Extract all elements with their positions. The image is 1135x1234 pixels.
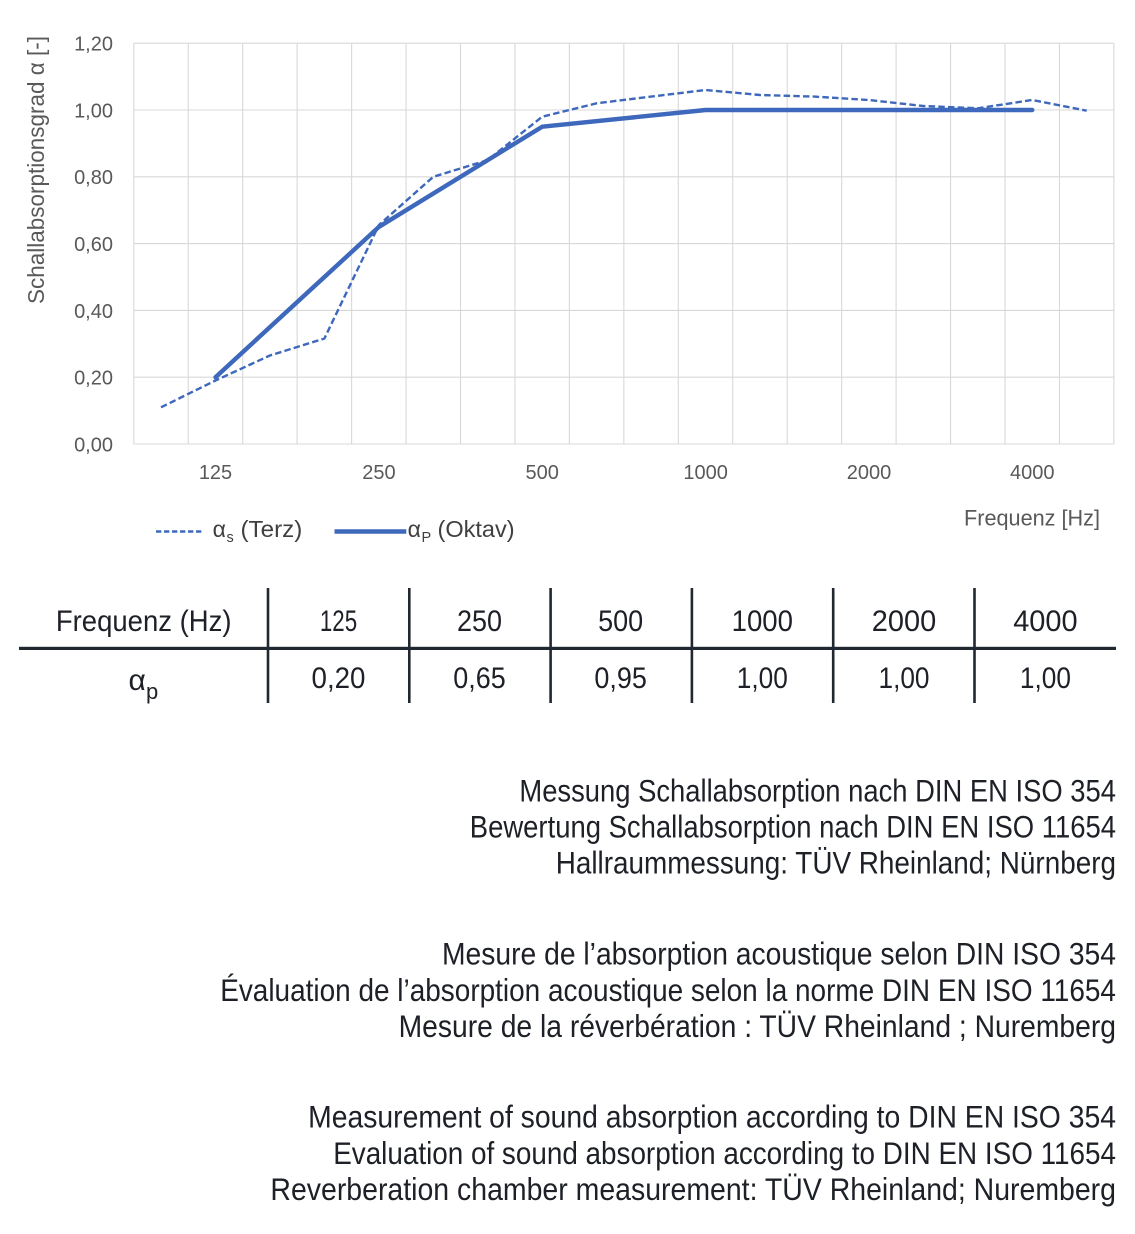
svg-text:0,20: 0,20 bbox=[74, 368, 113, 390]
svg-text:(Terz): (Terz) bbox=[241, 516, 303, 542]
svg-text:s: s bbox=[227, 530, 234, 546]
svg-text:0,80: 0,80 bbox=[74, 167, 113, 189]
svg-text:2000: 2000 bbox=[847, 462, 892, 484]
svg-text:1,00: 1,00 bbox=[737, 662, 788, 695]
svg-text:1000: 1000 bbox=[732, 605, 793, 638]
svg-text:α: α bbox=[408, 516, 421, 542]
svg-text:Mesure de la réverbération : T: Mesure de la réverbération : TÜV Rheinla… bbox=[399, 1008, 1116, 1044]
svg-text:0,20: 0,20 bbox=[312, 662, 366, 695]
svg-text:0,95: 0,95 bbox=[594, 662, 647, 695]
svg-text:Frequenz (Hz): Frequenz (Hz) bbox=[56, 605, 232, 638]
svg-text:α: α bbox=[213, 516, 226, 542]
svg-text:1,20: 1,20 bbox=[74, 34, 113, 56]
svg-text:Evaluation of sound absorption: Evaluation of sound absorption according… bbox=[333, 1135, 1116, 1171]
svg-text:1,00: 1,00 bbox=[1020, 662, 1071, 695]
svg-text:500: 500 bbox=[598, 605, 643, 638]
svg-text:0,40: 0,40 bbox=[74, 301, 113, 323]
svg-text:p: p bbox=[146, 679, 158, 704]
svg-text:P: P bbox=[422, 530, 432, 546]
svg-text:Reverberation chamber measurem: Reverberation chamber measurement: TÜV R… bbox=[270, 1171, 1116, 1207]
svg-text:500: 500 bbox=[526, 462, 559, 484]
svg-text:Mesure de l’absorption acousti: Mesure de l’absorption acoustique selon … bbox=[442, 936, 1116, 972]
svg-text:2000: 2000 bbox=[872, 605, 936, 638]
svg-text:0,65: 0,65 bbox=[453, 662, 505, 695]
svg-text:0,00: 0,00 bbox=[74, 434, 113, 456]
svg-text:4000: 4000 bbox=[1013, 605, 1077, 638]
svg-text:Hallraummessung: TÜV Rheinland: Hallraummessung: TÜV Rheinland; Nürnberg bbox=[556, 845, 1116, 881]
svg-text:Évaluation de l’absorption aco: Évaluation de l’absorption acoustique se… bbox=[220, 972, 1116, 1008]
svg-text:Messung Schallabsorption nach: Messung Schallabsorption nach DIN EN ISO… bbox=[519, 772, 1116, 808]
svg-text:1,00: 1,00 bbox=[879, 662, 930, 695]
svg-text:4000: 4000 bbox=[1010, 462, 1055, 484]
svg-text:(Oktav): (Oktav) bbox=[438, 516, 515, 542]
svg-text:1,00: 1,00 bbox=[74, 100, 113, 122]
svg-text:250: 250 bbox=[457, 605, 502, 638]
svg-text:250: 250 bbox=[362, 462, 395, 484]
svg-text:0,60: 0,60 bbox=[74, 234, 113, 256]
svg-text:1000: 1000 bbox=[683, 462, 728, 484]
svg-text:Measurement of sound absorptio: Measurement of sound absorption accordin… bbox=[308, 1099, 1116, 1135]
svg-text:Bewertung Schallabsorption nac: Bewertung Schallabsorption nach DIN EN I… bbox=[470, 809, 1116, 845]
svg-text:Schallabsorptionsgrad α [-]: Schallabsorptionsgrad α [-] bbox=[23, 36, 49, 304]
svg-text:α: α bbox=[129, 664, 146, 697]
svg-text:Frequenz [Hz]: Frequenz [Hz] bbox=[964, 506, 1100, 531]
svg-text:125: 125 bbox=[320, 605, 357, 638]
svg-text:125: 125 bbox=[199, 462, 232, 484]
